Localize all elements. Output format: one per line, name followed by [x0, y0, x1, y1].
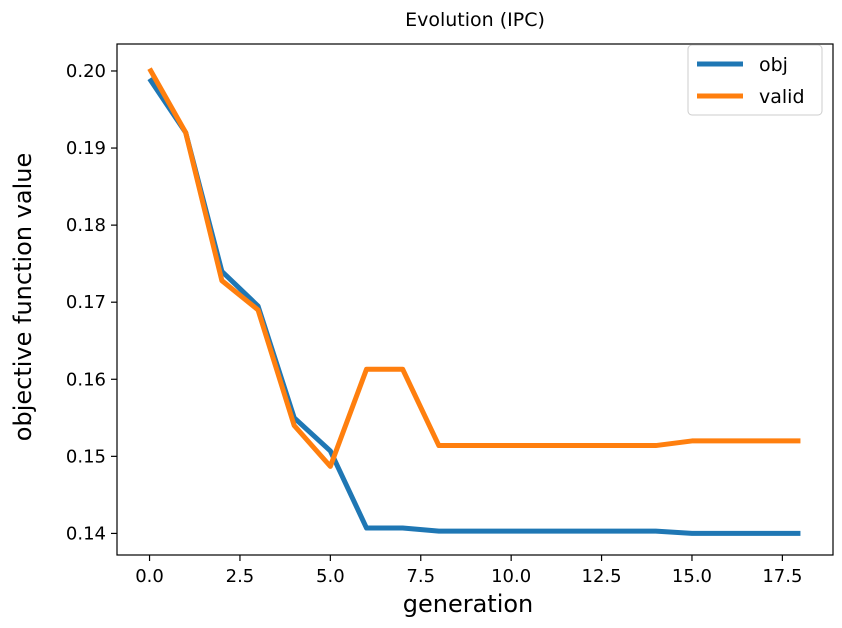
data-point-valid	[400, 367, 405, 372]
data-point-valid	[256, 307, 261, 312]
x-axis: 0.0 2.5 5.0 7.5 10.0 12.5 15.0 17.5	[135, 555, 802, 587]
data-point-obj	[617, 529, 622, 534]
data-point-valid	[147, 66, 152, 71]
y-tick-label: 0.14	[66, 523, 106, 544]
data-point-valid	[436, 443, 441, 448]
data-point-valid	[798, 438, 803, 443]
data-point-obj	[689, 531, 694, 536]
data-point-obj	[400, 526, 405, 531]
data-point-valid	[364, 367, 369, 372]
data-point-valid	[762, 438, 767, 443]
data-point-valid	[545, 443, 550, 448]
x-tick-label: 17.5	[762, 566, 802, 587]
data-point-obj	[473, 529, 478, 534]
chart-title: Evolution (IPC)	[405, 9, 545, 31]
legend: obj valid	[687, 44, 823, 116]
data-point-valid	[183, 130, 188, 135]
data-point-valid	[689, 438, 694, 443]
legend-label-valid: valid	[759, 86, 805, 108]
data-point-obj	[436, 529, 441, 534]
y-tick-label: 0.18	[66, 215, 106, 236]
x-tick-label: 15.0	[672, 566, 712, 587]
data-point-obj	[147, 76, 152, 81]
data-point-obj	[798, 531, 803, 536]
data-point-valid	[617, 443, 622, 448]
series-line-valid	[147, 67, 801, 469]
data-point-obj	[364, 526, 369, 531]
data-point-valid	[509, 443, 514, 448]
data-point-obj	[762, 531, 767, 536]
x-tick-label: 10.0	[491, 566, 531, 587]
data-point-obj	[726, 531, 731, 536]
x-tick-label: 5.0	[316, 566, 345, 587]
y-tick-label: 0.20	[66, 61, 106, 82]
data-point-valid	[473, 443, 478, 448]
x-tick-label: 7.5	[406, 566, 435, 587]
data-point-obj	[509, 529, 514, 534]
data-point-valid	[219, 278, 224, 283]
x-tick-label: 12.5	[582, 566, 622, 587]
y-tick-label: 0.16	[66, 369, 106, 390]
data-point-obj	[653, 529, 658, 534]
legend-label-obj: obj	[759, 54, 788, 76]
data-point-valid	[581, 443, 586, 448]
y-tick-label: 0.19	[66, 138, 106, 159]
series-line-obj	[147, 77, 801, 536]
x-tick-label: 2.5	[226, 566, 255, 587]
y-axis-title: objective function value	[9, 153, 37, 441]
data-point-obj	[328, 448, 333, 453]
data-point-obj	[545, 529, 550, 534]
y-tick-label: 0.17	[66, 292, 106, 313]
data-point-valid	[328, 464, 333, 469]
x-axis-title: generation	[403, 590, 534, 618]
x-tick-label: 0.0	[135, 566, 164, 587]
y-tick-label: 0.15	[66, 446, 106, 467]
data-point-valid	[292, 423, 297, 428]
plot-frame	[116, 43, 834, 556]
series-layer	[147, 66, 803, 536]
y-axis: 0.14 0.15 0.16 0.17 0.18 0.19 0.20	[66, 61, 117, 544]
data-point-obj	[581, 529, 586, 534]
data-point-valid	[726, 438, 731, 443]
data-point-valid	[653, 443, 658, 448]
